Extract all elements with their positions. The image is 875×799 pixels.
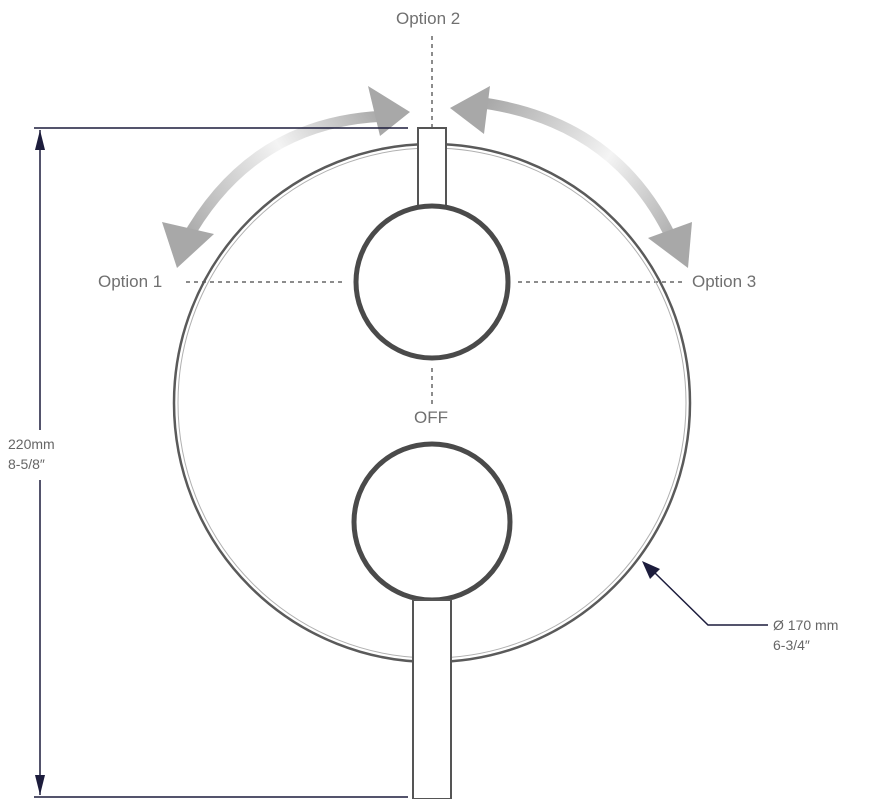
rotation-arrow-right bbox=[450, 86, 692, 268]
height-dimension bbox=[34, 127, 408, 798]
guide-lines bbox=[186, 36, 686, 404]
mixer-knob bbox=[351, 441, 513, 603]
label-off: OFF bbox=[414, 408, 448, 427]
mixer-lever bbox=[412, 599, 452, 799]
leader-arrowhead bbox=[642, 561, 660, 579]
diverter-knob bbox=[353, 203, 511, 361]
height-mm-label: 220mm bbox=[8, 436, 55, 452]
label-option-2: Option 2 bbox=[396, 9, 461, 28]
diameter-inch-label: 6-3/4″ bbox=[773, 637, 810, 653]
rotation-arrow-left bbox=[162, 86, 410, 268]
diameter-leader bbox=[642, 561, 768, 626]
diverter-handle bbox=[417, 127, 447, 211]
label-option-1: Option 1 bbox=[98, 272, 163, 291]
label-option-3: Option 3 bbox=[692, 272, 757, 291]
arrowhead-up bbox=[35, 130, 45, 150]
diameter-mm-label: Ø 170 mm bbox=[773, 617, 839, 633]
height-inch-label: 8-5/8″ bbox=[8, 456, 45, 472]
arrowhead-down bbox=[35, 775, 45, 795]
